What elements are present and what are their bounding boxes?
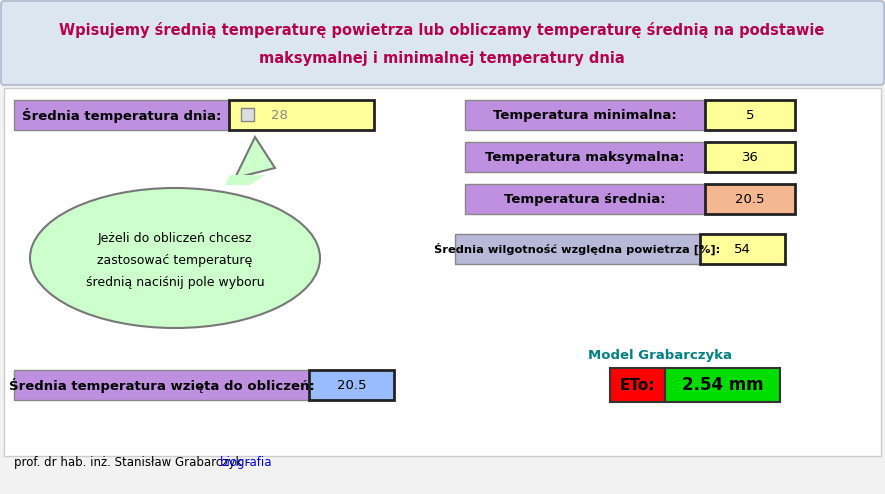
- FancyBboxPatch shape: [465, 184, 705, 214]
- FancyBboxPatch shape: [665, 368, 780, 402]
- Text: Średnia wilgotność względna powietrza [%]:: Średnia wilgotność względna powietrza [%…: [435, 243, 720, 255]
- Text: 20.5: 20.5: [735, 193, 765, 206]
- Text: Wpisujemy średnią temperaturę powietrza lub obliczamy temperaturę średnią na pod: Wpisujemy średnią temperaturę powietrza …: [59, 22, 825, 38]
- Text: biografia: biografia: [220, 455, 273, 468]
- Text: ETo:: ETo:: [620, 377, 655, 393]
- FancyBboxPatch shape: [455, 234, 700, 264]
- Text: Model Grabarczyka: Model Grabarczyka: [588, 348, 732, 362]
- FancyBboxPatch shape: [14, 100, 229, 130]
- FancyBboxPatch shape: [309, 370, 394, 400]
- FancyBboxPatch shape: [700, 234, 785, 264]
- Text: maksymalnej i minimalnej temperatury dnia: maksymalnej i minimalnej temperatury dni…: [259, 50, 625, 66]
- Text: 54: 54: [734, 243, 751, 255]
- FancyBboxPatch shape: [14, 370, 309, 400]
- Text: Jeżeli do obliczeń chcesz: Jeżeli do obliczeń chcesz: [97, 232, 252, 245]
- Text: zastosować temperaturę: zastosować temperaturę: [97, 253, 252, 266]
- Text: Średnia temperatura dnia:: Średnia temperatura dnia:: [22, 108, 221, 123]
- FancyBboxPatch shape: [1, 1, 884, 85]
- FancyBboxPatch shape: [705, 184, 795, 214]
- Text: 20.5: 20.5: [337, 378, 366, 392]
- Text: średnią naciśnij pole wyboru: średnią naciśnij pole wyboru: [86, 276, 265, 288]
- Text: 2.54 mm: 2.54 mm: [681, 376, 763, 394]
- Text: prof. dr hab. inż. Stanisław Grabarczyk -: prof. dr hab. inż. Stanisław Grabarczyk …: [14, 455, 254, 468]
- FancyBboxPatch shape: [229, 100, 374, 130]
- Polygon shape: [235, 137, 275, 178]
- Text: 36: 36: [742, 151, 758, 164]
- Text: 28: 28: [271, 109, 288, 122]
- FancyBboxPatch shape: [465, 142, 705, 172]
- Ellipse shape: [30, 188, 320, 328]
- FancyBboxPatch shape: [610, 368, 665, 402]
- FancyBboxPatch shape: [705, 100, 795, 130]
- Polygon shape: [225, 175, 265, 185]
- Text: Temperatura średnia:: Temperatura średnia:: [504, 193, 666, 206]
- FancyBboxPatch shape: [4, 88, 881, 456]
- FancyBboxPatch shape: [241, 108, 254, 121]
- FancyBboxPatch shape: [465, 100, 705, 130]
- Text: Temperatura maksymalna:: Temperatura maksymalna:: [485, 151, 685, 164]
- Text: Średnia temperatura wzięta do obliczeń:: Średnia temperatura wzięta do obliczeń:: [9, 377, 314, 393]
- Text: Temperatura minimalna:: Temperatura minimalna:: [493, 109, 677, 122]
- Text: 5: 5: [746, 109, 754, 122]
- FancyBboxPatch shape: [705, 142, 795, 172]
